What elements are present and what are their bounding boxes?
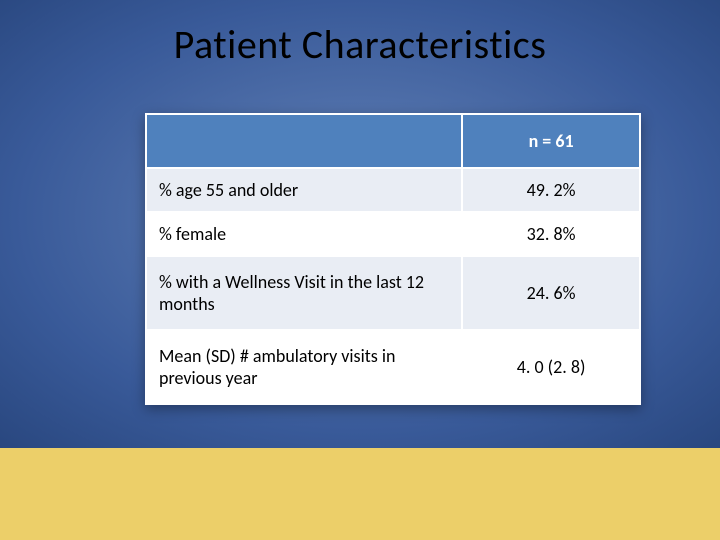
row-label: % female [146,212,462,256]
table-row: Mean (SD) # ambulatory visits in previou… [146,330,640,404]
characteristics-table: n = 61 % age 55 and older 49. 2% % femal… [145,113,641,405]
bottom-accent-band [0,448,720,540]
slide-title: Patient Characteristics [0,20,720,69]
slide: Patient Characteristics n = 61 % age 55 … [0,0,720,540]
row-label: % age 55 and older [146,168,462,212]
row-value: 49. 2% [462,168,640,212]
table-row: % with a Wellness Visit in the last 12 m… [146,256,640,330]
table-header-row: n = 61 [146,114,640,168]
row-label: % with a Wellness Visit in the last 12 m… [146,256,462,330]
table-row: % age 55 and older 49. 2% [146,168,640,212]
row-value: 32. 8% [462,212,640,256]
row-label: Mean (SD) # ambulatory visits in previou… [146,330,462,404]
table-header-blank [146,114,462,168]
row-value: 4. 0 (2. 8) [462,330,640,404]
table-row: % female 32. 8% [146,212,640,256]
table-header-n: n = 61 [462,114,640,168]
characteristics-table-wrap: n = 61 % age 55 and older 49. 2% % femal… [145,113,641,405]
row-value: 24. 6% [462,256,640,330]
